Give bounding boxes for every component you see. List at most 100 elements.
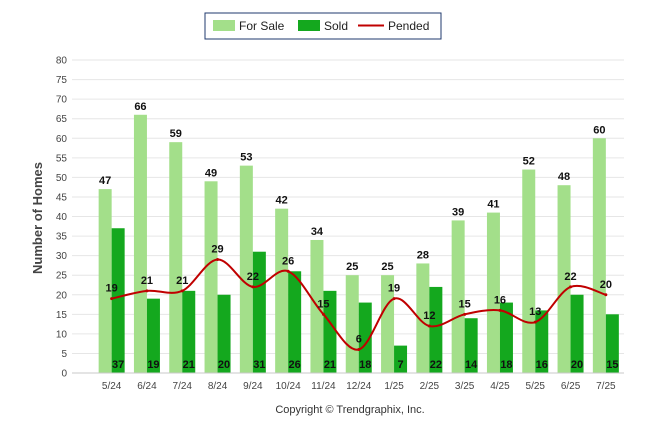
bar-for-sale [592,138,606,373]
label-pended: 15 [317,298,329,310]
label-sold: 18 [500,359,512,371]
pended-point [498,308,502,312]
label-sold: 20 [218,359,230,371]
label-sold: 21 [324,359,336,371]
label-sold: 19 [147,359,159,371]
y-tick-label: 75 [56,75,68,86]
pended-point [463,312,467,316]
y-tick-label: 80 [56,56,68,67]
label-sold: 16 [536,359,548,371]
bar-for-sale [275,208,289,373]
pended-point [286,269,290,273]
bar-sold [217,294,231,373]
label-sold: 22 [430,359,442,371]
legend[interactable]: For Sale Sold Pended [204,12,442,40]
label-sold: 21 [183,359,195,371]
bar-for-sale [522,169,536,373]
label-for-sale: 49 [205,167,217,179]
label-sold: 26 [289,359,301,371]
legend-label-pended[interactable]: Pended [388,19,429,33]
bar-for-sale [416,263,430,373]
label-pended: 26 [282,255,294,267]
label-for-sale: 52 [523,156,535,168]
x-tick-label: 5/25 [526,381,546,392]
bar-sold [429,286,443,373]
bar-for-sale [133,114,147,374]
label-sold: 37 [112,359,124,371]
legend-label-sold[interactable]: Sold [324,19,348,33]
pended-point [110,297,114,301]
bar-sold [252,251,266,373]
pended-point [604,293,608,297]
bar-sold [358,302,372,373]
data-labels: 47 66 59 49 53 42 34 25 25 28 39 41 52 48 60 37 19 21 20 31… [99,101,618,371]
bar-sold [570,294,584,373]
x-tick-label: 1/25 [384,381,404,392]
label-for-sale: 42 [276,195,288,207]
bar-sold [146,298,160,373]
label-for-sale: 34 [311,226,324,238]
pended-point [569,285,573,289]
bar-sold [464,318,478,373]
bar-for-sale [451,220,465,373]
axes: 0 5 10 15 20 25 30 35 40 45 50 55 60 65 70 75 80 5/24 6/24… [56,56,624,392]
bar-sold [499,302,513,373]
y-tick-label: 10 [56,329,68,340]
label-for-sale: 53 [240,152,252,164]
x-tick-label: 12/24 [346,381,371,392]
label-pended: 12 [423,310,435,322]
bar-for-sale [345,275,359,373]
x-tick-label: 4/25 [490,381,510,392]
label-sold: 14 [465,359,478,371]
x-tick-label: 11/24 [311,381,336,392]
label-pended: 19 [106,283,118,295]
label-for-sale: 48 [558,171,570,183]
label-pended: 20 [600,279,612,291]
legend-box [204,12,442,40]
y-tick-label: 5 [61,349,67,360]
pended-point [321,312,325,316]
x-tick-label: 6/24 [137,381,157,392]
pended-point [427,324,431,328]
pended-point [533,320,537,324]
label-sold: 18 [359,359,371,371]
x-tick-label: 10/24 [276,381,301,392]
pended-point [392,297,396,301]
pended-line [110,258,608,352]
y-tick-label: 60 [56,134,68,145]
y-tick-label: 15 [56,310,68,321]
y-tick-label: 65 [56,114,68,125]
y-tick-label: 30 [56,251,68,262]
label-pended: 16 [494,294,506,306]
x-tick-label: 3/25 [455,381,475,392]
x-tick-label: 8/24 [208,381,228,392]
legend-swatch-sold [298,20,320,31]
label-for-sale: 41 [487,199,499,211]
pended-point [251,285,255,289]
label-sold: 31 [253,359,265,371]
bar-for-sale [239,165,253,373]
pended-point [145,289,149,293]
label-sold: 15 [606,359,618,371]
bar-sold [605,314,619,373]
label-for-sale: 47 [99,175,111,187]
bar-for-sale [557,185,571,373]
label-pended: 15 [459,298,471,310]
x-tick-label: 9/24 [243,381,263,392]
bars [98,114,619,374]
label-pended: 21 [141,275,153,287]
x-tick-label: 7/24 [173,381,193,392]
y-tick-label: 20 [56,290,68,301]
x-tick-label: 6/25 [561,381,581,392]
legend-label-for-sale[interactable]: For Sale [239,19,285,33]
bar-sold [394,345,408,373]
y-tick-label: 0 [61,369,67,380]
pended-point [357,348,361,352]
pended-point [216,258,220,262]
bar-for-sale [486,212,500,373]
bar-sold [535,310,549,373]
bar-sold [288,271,302,373]
label-pended: 19 [388,283,400,295]
